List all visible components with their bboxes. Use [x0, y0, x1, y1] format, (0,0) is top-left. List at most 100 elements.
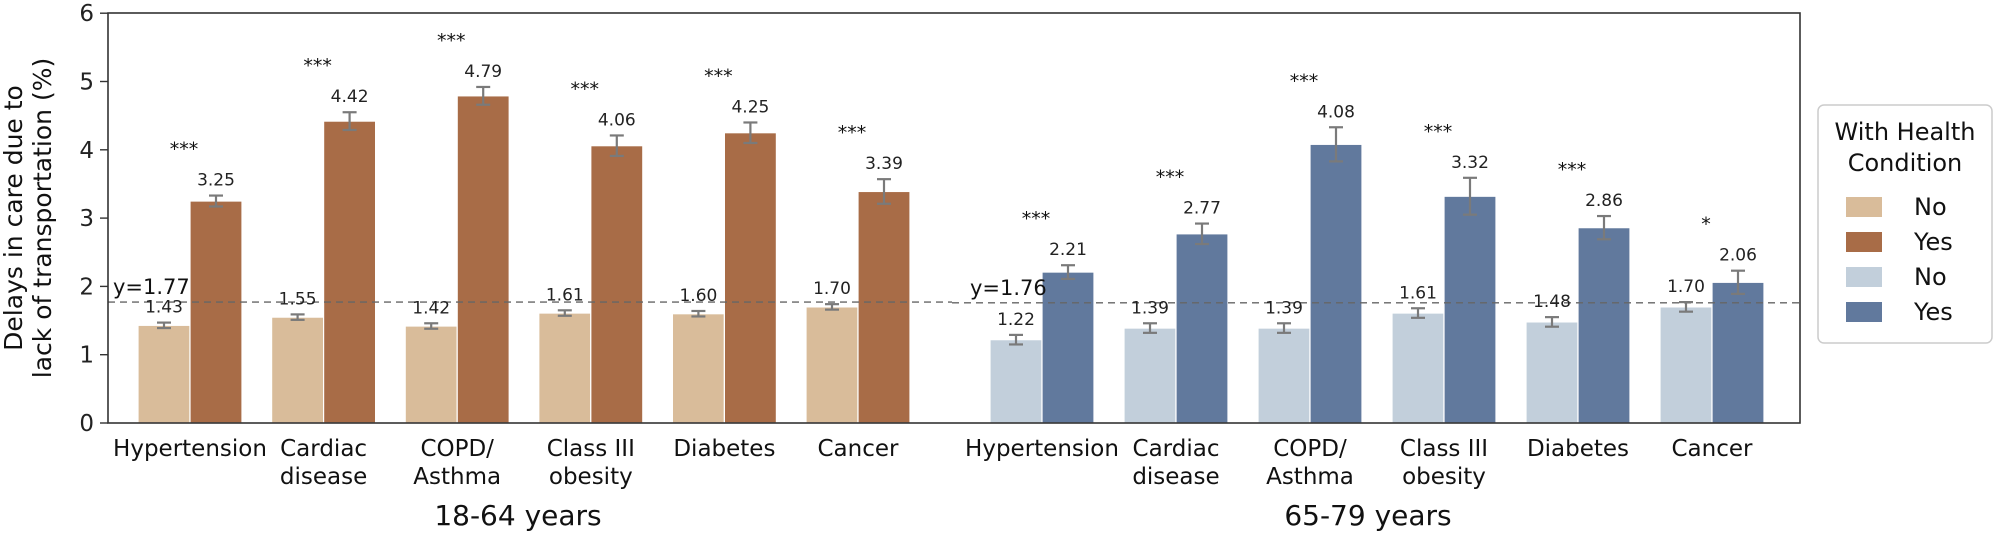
legend-swatch	[1846, 302, 1882, 322]
value-label-yes: 3.25	[197, 171, 235, 191]
category-label: Diabetes	[673, 436, 775, 462]
value-label-yes: 4.79	[464, 62, 502, 82]
value-label-no: 1.39	[1131, 298, 1169, 318]
value-label-no: 1.70	[813, 279, 851, 299]
value-label-no: 1.61	[546, 285, 584, 305]
value-label-yes: 4.42	[331, 87, 369, 107]
error-bar	[557, 309, 572, 317]
legend-title: With Health	[1835, 118, 1976, 146]
category-label: disease	[1132, 464, 1219, 490]
value-label-yes: 2.77	[1183, 199, 1221, 219]
error-bar	[1143, 322, 1157, 334]
value-label-no: 1.70	[1667, 277, 1705, 297]
legend[interactable]: With Health Condition No Yes No Yes	[1817, 104, 1993, 344]
legend-item[interactable]: No	[1846, 193, 1947, 221]
bar-no	[538, 312, 592, 424]
legend-label: Yes	[1913, 228, 1953, 256]
error-bar	[1463, 176, 1477, 216]
y-tick-label: 6	[79, 1, 94, 27]
error-bar	[1597, 214, 1611, 241]
bar-yes	[857, 190, 911, 424]
category-label: Hypertension	[965, 436, 1119, 462]
bar-no	[137, 324, 191, 424]
error-bar	[877, 178, 891, 205]
category-label: Hypertension	[113, 436, 267, 462]
y-axis: 0 1 2 3 4 5 6	[79, 1, 108, 437]
legend-swatch	[1846, 197, 1882, 217]
legend-title: Condition	[1848, 149, 1963, 177]
bar-yes	[723, 132, 778, 424]
legend-item[interactable]: No	[1846, 263, 1947, 291]
bar-yes	[456, 95, 510, 424]
significance-label: ***	[704, 65, 733, 87]
y-axis-label-line: Delays in care due to	[0, 85, 28, 351]
reference-label: y=1.77	[113, 275, 190, 299]
bar-no	[1123, 327, 1177, 424]
bar-no	[1391, 312, 1445, 424]
category-label: Cancer	[818, 436, 900, 462]
error-bar	[209, 194, 223, 208]
category-label: Diabetes	[1527, 436, 1629, 462]
group-labels: 18-64 years 65-79 years	[434, 499, 1451, 532]
bar-yes	[590, 145, 644, 424]
value-label-no: 1.48	[1533, 292, 1571, 312]
error-bar	[1679, 301, 1693, 313]
significance-label: ***	[838, 122, 867, 144]
bar-yes	[1041, 271, 1095, 424]
value-label-no: 1.39	[1265, 298, 1303, 318]
value-label-no: 1.43	[145, 298, 183, 318]
legend-label: No	[1914, 263, 1947, 291]
y-tick-label: 0	[79, 411, 94, 437]
error-bar	[290, 313, 305, 321]
significance-label: ***	[437, 30, 466, 52]
legend-item[interactable]: Yes	[1846, 228, 1953, 256]
significance-label: ***	[303, 55, 332, 77]
error-bar	[691, 309, 706, 318]
significance-label: ***	[1156, 167, 1185, 189]
bar-yes	[1309, 143, 1363, 424]
category-label: Cardiac	[280, 436, 367, 462]
y-axis-label-line: lack of transportation (%)	[28, 58, 57, 378]
legend-swatch	[1846, 267, 1882, 287]
value-label-yes: 2.06	[1719, 246, 1757, 266]
error-bar	[743, 121, 758, 145]
bar-no	[1659, 306, 1713, 424]
significance-label: ***	[1424, 121, 1453, 143]
value-label-no: 1.42	[412, 298, 450, 318]
bar-yes	[1175, 233, 1229, 424]
category-label: obesity	[549, 464, 633, 490]
category-label: Class III	[547, 436, 635, 462]
bar-no	[989, 339, 1043, 424]
significance-label: ***	[170, 139, 199, 161]
value-label-yes: 4.08	[1317, 102, 1355, 122]
value-label-yes: 3.32	[1451, 153, 1489, 173]
category-label: disease	[280, 464, 367, 490]
group-label: 65-79 years	[1284, 499, 1451, 532]
bar-yes	[1443, 195, 1497, 424]
category-label: obesity	[1402, 464, 1486, 490]
y-tick-label: 2	[79, 274, 94, 300]
y-tick-label: 1	[79, 343, 94, 369]
x-axis-categories: Hypertension CardiacdiseaseCOPD/AsthmaCla…	[113, 436, 1753, 490]
value-label-no: 1.61	[1399, 283, 1437, 303]
legend-item[interactable]: Yes	[1846, 298, 1953, 326]
bar-yes	[323, 120, 377, 424]
error-bar	[1277, 322, 1291, 334]
bar-yes	[189, 200, 243, 424]
bar-no	[671, 313, 726, 424]
significance-label: ***	[1022, 208, 1051, 230]
significance-label: ***	[1290, 70, 1319, 92]
error-bar	[1329, 126, 1343, 163]
error-bar	[157, 321, 171, 330]
y-tick-label: 4	[79, 138, 94, 164]
y-tick-label: 5	[79, 70, 94, 96]
category-label: Asthma	[413, 464, 501, 490]
value-label-yes: 4.25	[731, 97, 769, 117]
error-bar	[424, 322, 439, 330]
legend-swatch	[1846, 232, 1882, 252]
reference-lines	[108, 301, 1800, 304]
bar-yes	[1711, 281, 1765, 424]
reference-label: y=1.76	[970, 276, 1047, 300]
category-label: COPD/	[420, 436, 494, 462]
